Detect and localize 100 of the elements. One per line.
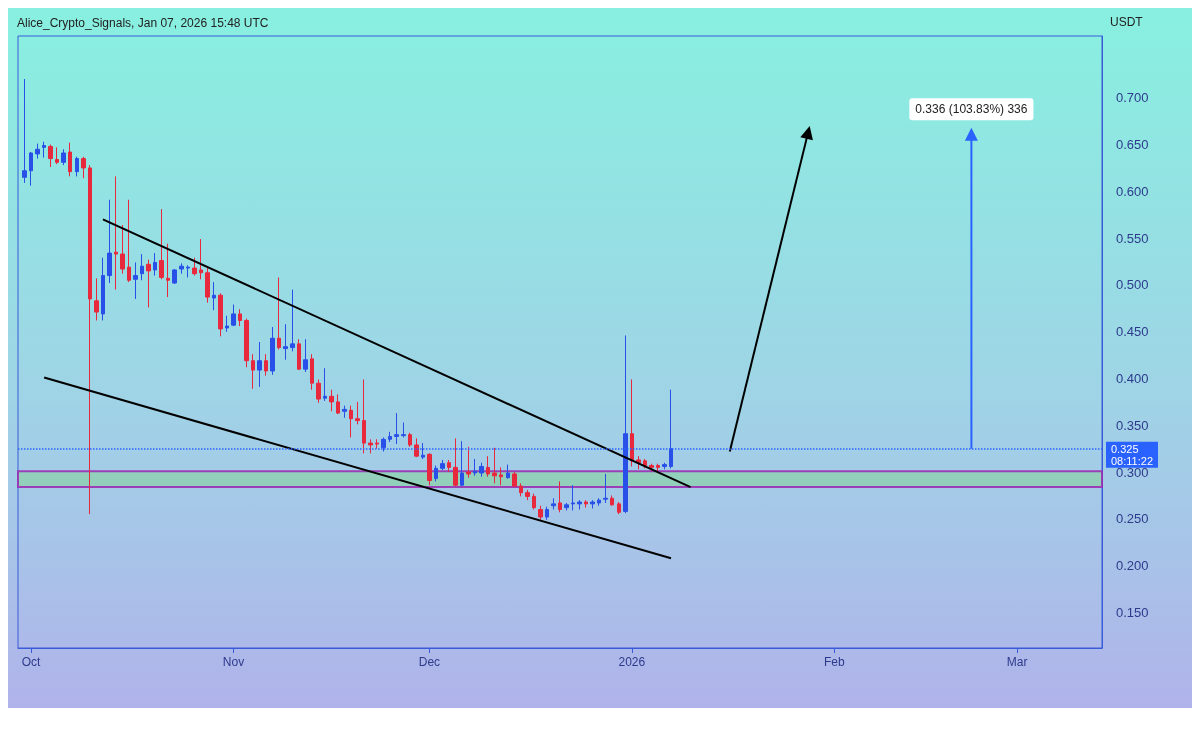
candlestick [329,389,334,412]
candlestick [427,452,432,486]
candlestick [297,338,301,371]
candlestick [551,497,556,510]
x-tick-label: 2026 [618,655,646,669]
candlestick [166,243,170,298]
candlestick [362,378,366,454]
candlestick [146,259,151,308]
candlestick [532,493,536,510]
candlestick [94,277,99,321]
candlestick [486,455,490,478]
candlestick [636,455,641,470]
y-axis-title: USDT [1110,15,1144,29]
candlestick [48,144,53,168]
x-tick-label: Mar [1006,655,1028,669]
candlestick [603,473,608,504]
candlestick [512,471,517,488]
candlestick [251,353,255,390]
candlestick [283,323,288,361]
candlestick [492,447,497,484]
candlestick [421,442,425,460]
candlestick [336,393,340,415]
candlestick [61,148,66,166]
candlestick [127,199,131,283]
candlestick [558,480,562,513]
y-tick-label: 0.550 [1116,230,1149,246]
candlestick [35,143,40,160]
candlestick [597,497,601,507]
x-tick-label: Oct [21,655,42,669]
ref-line-label: 0.325 [1111,442,1139,455]
candlestick [264,353,268,377]
candlestick [662,462,667,470]
candlestick [159,208,164,280]
x-tick-label: Feb [823,655,845,669]
candlestick [120,224,125,275]
candlestick [408,432,412,448]
y-tick-label: 0.300 [1116,464,1149,480]
candlestick [153,252,157,277]
candlestick [29,151,33,187]
candlestick [212,281,216,311]
candlestick [205,267,210,304]
candlestick [244,318,249,368]
candlestick [68,142,72,177]
candlestick [257,341,262,388]
candlestick [42,141,46,159]
candlestick [270,326,275,376]
candlestick [453,437,458,487]
candlestick [649,463,654,472]
candlestick [75,156,79,177]
y-tick-label: 0.600 [1116,183,1149,199]
candlestick [225,315,229,333]
candlestick [310,353,314,391]
candlestick [81,156,86,179]
candlestick [440,459,445,471]
y-tick-label: 0.400 [1116,371,1149,386]
y-tick-label: 0.500 [1116,277,1149,293]
candlestick [101,257,105,321]
annotation: 0.336 (103.83%) 336 [915,102,1028,117]
candlestick [355,401,360,425]
candlestick [401,421,406,438]
candlestick [506,464,510,480]
candlestick [88,164,92,515]
candlestick [617,501,621,515]
candlestick [133,261,138,300]
candlestick [172,268,177,285]
candlestick [538,505,543,521]
candlestick [577,499,582,510]
y-tick-label: 0.650 [1116,137,1149,153]
y-tick-label: 0.250 [1116,511,1149,527]
candlestick [303,338,308,373]
candlestick [238,308,242,327]
candlestick [192,257,197,277]
candlestick [199,238,203,280]
candlestick [316,378,321,404]
candlestick [342,405,347,419]
candlestick [114,175,118,291]
candlestick [107,199,112,284]
candlestick [323,367,327,402]
x-tick-label: Dec [418,655,441,669]
candlestick [460,440,464,487]
y-tick-label: 0.700 [1116,90,1149,106]
candlestick [525,489,530,501]
candlestick [669,389,673,469]
candlestick [349,405,353,438]
candlestick [277,276,281,350]
candlestick [590,499,595,510]
candlestick [447,459,451,473]
candlestick [610,494,614,507]
y-tick-label: 0.350 [1116,417,1149,433]
candlestick [466,446,471,479]
candlestick [218,292,223,337]
text: 08:11:22 [1111,454,1154,467]
candlestick [479,462,484,478]
candlestick [499,466,503,486]
y-tick-label: 0.450 [1116,324,1149,340]
candlestick [55,146,59,165]
candlestick [564,502,569,511]
candlestick [368,438,373,454]
chart-title: Alice_Crypto_Signals, Jan 07, 2026 15:48 UTC [17,16,269,30]
candlestick [623,334,628,514]
